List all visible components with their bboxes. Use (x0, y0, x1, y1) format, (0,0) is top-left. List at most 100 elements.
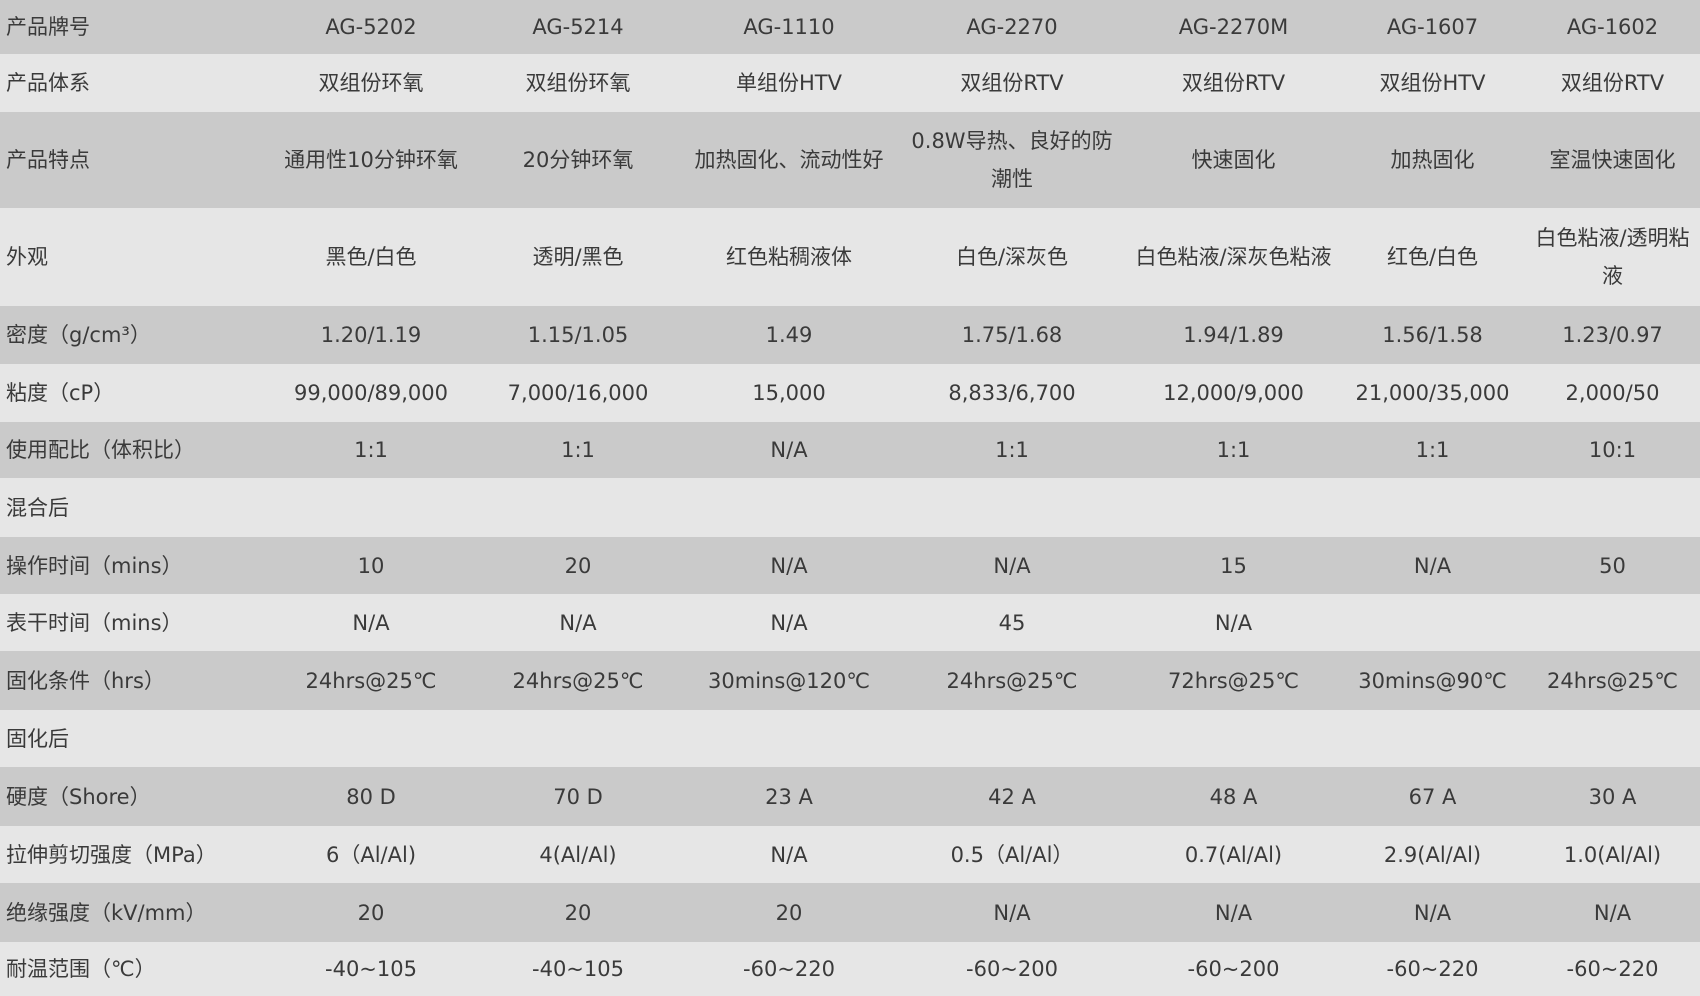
table-cell (897, 710, 1127, 767)
table-cell: 双组份RTV (1560, 71, 1665, 95)
table-cell: N/A (993, 900, 1031, 925)
table-cell (267, 478, 475, 537)
table-cell: 24hrs@25℃ (305, 668, 437, 693)
row-label: 外观 (6, 245, 48, 269)
table-cell: 加热固化、流动性好 (694, 148, 884, 172)
table-cell: 20 (357, 900, 385, 925)
table-cell: 24hrs@25℃ (1547, 668, 1678, 693)
table-cell: N/A (1214, 610, 1253, 635)
table-cell (681, 710, 897, 767)
table-cell: AG-2270 (966, 15, 1058, 39)
table-cell: N/A (559, 610, 597, 635)
table-row: 外观 黑色/白色 透明/黑色 红色粘稠液体 白色/深灰色 白色粘液/深灰色粘液 红色/白色 白… (0, 208, 1700, 306)
table-cell: 透明/黑色 (532, 245, 624, 269)
table-cell: 99,000/89,000 (293, 381, 449, 405)
table-cell: 10:1 (1588, 438, 1637, 462)
table-cell (1340, 710, 1525, 767)
table-cell: N/A (770, 438, 808, 462)
table-cell: 24hrs@25℃ (512, 668, 644, 693)
table-cell: N/A (770, 842, 808, 867)
table-cell: 8,833/6,700 (948, 381, 1076, 405)
table-cell: 20 (564, 900, 592, 925)
row-label: 使用配比（体积比） (6, 438, 195, 462)
table-row: 操作时间（mins） 10 20 N/A N/A 15 N/A 50 (0, 537, 1700, 594)
table-cell: N/A (352, 610, 390, 635)
table-cell: 4(Al/Al) (539, 842, 617, 867)
table-row: 产品体系 双组份环氧 双组份环氧 单组份HTV 双组份RTV 双组份RTV 双组份HTV 双组… (0, 54, 1700, 112)
table-cell: 6（Al/Al) (325, 842, 417, 867)
table-cell: 23 A (765, 784, 813, 809)
row-label: 混合后 (6, 495, 69, 520)
table-cell: AG-1607 (1386, 15, 1479, 39)
row-label: 产品体系 (6, 71, 90, 95)
table-cell: 快速固化 (1191, 148, 1276, 172)
table-row: 密度（g/cm³） 1.20/1.19 1.15/1.05 1.49 1.75/1.68… (0, 306, 1700, 364)
table-cell: 15 (1220, 553, 1247, 578)
table-cell: 20分钟环氧 (522, 148, 634, 172)
table-cell: 1.23/0.97 (1562, 323, 1663, 347)
table-cell (1340, 478, 1525, 537)
table-cell: 10 (357, 553, 385, 578)
table-cell (475, 710, 681, 767)
table-row: 绝缘强度（kV/mm） 20 20 20 N/A N/A N/A N/A (0, 883, 1700, 942)
table-cell: 30mins@120℃ (708, 668, 870, 693)
table-row: 固化条件（hrs） 24hrs@25℃ 24hrs@25℃ 30mins@120℃ 24… (0, 651, 1700, 710)
table-cell: 42 A (988, 784, 1036, 809)
table-cell: N/A (1214, 900, 1253, 925)
table-cell: 双组份环氧 (525, 71, 631, 95)
table-cell: 15,000 (752, 381, 826, 405)
row-label: 表干时间（mins） (6, 610, 183, 635)
table-cell: 80 D (346, 784, 396, 809)
table-cell: -60~200 (1187, 957, 1280, 981)
table-cell: AG-2270M (1178, 15, 1289, 39)
table-cell: 1.49 (765, 323, 813, 347)
row-label: 产品牌号 (6, 15, 90, 39)
table-cell: 单组份HTV (736, 71, 842, 95)
table-cell: 24hrs@25℃ (946, 668, 1078, 693)
table-cell: 红色/白色 (1386, 245, 1479, 269)
table-cell: 21,000/35,000 (1355, 381, 1510, 405)
table-cell: 72hrs@25℃ (1168, 668, 1299, 693)
table-cell: AG-5214 (532, 15, 624, 39)
row-label: 操作时间（mins） (6, 553, 183, 578)
table-cell: -60~220 (1386, 957, 1479, 981)
table-cell: 白色/深灰色 (955, 245, 1069, 269)
table-cell: 通用性10分钟环氧 (284, 148, 458, 172)
row-label: 粘度（cP） (6, 381, 115, 405)
table-cell: 双组份RTV (1181, 71, 1286, 95)
table-cell: 室温快速固化 (1549, 148, 1676, 172)
table-row: 拉伸剪切强度（MPa） 6（Al/Al) 4(Al/Al) N/A 0.5（Al/Al）… (0, 826, 1700, 883)
table-cell: 加热固化 (1390, 148, 1475, 172)
table-cell: 70 D (553, 784, 603, 809)
table-cell: 20 (775, 900, 803, 925)
table-cell: N/A (993, 553, 1031, 578)
table-cell: N/A (770, 553, 808, 578)
table-cell: -60~220 (1566, 957, 1659, 981)
table-cell: 12,000/9,000 (1163, 381, 1304, 405)
table-cell: AG-1602 (1566, 15, 1659, 39)
table-cell: N/A (1413, 553, 1452, 578)
table-row: 粘度（cP） 99,000/89,000 7,000/16,000 15,000 8,8… (0, 364, 1700, 422)
row-label: 密度（g/cm³） (6, 323, 151, 347)
table-cell: -60~200 (966, 957, 1058, 981)
table-cell (1127, 478, 1340, 537)
table-cell: N/A (770, 610, 808, 635)
table-cell: 黑色/白色 (325, 245, 417, 269)
table-cell: 1.56/1.58 (1382, 323, 1483, 347)
table-cell: 双组份环氧 (318, 71, 424, 95)
table-cell: 50 (1599, 553, 1626, 578)
table-cell: 2,000/50 (1565, 381, 1660, 405)
row-label: 绝缘强度（kV/mm） (6, 900, 207, 925)
row-label: 耐温范围（℃） (6, 957, 156, 981)
table-cell: 1.94/1.89 (1183, 323, 1284, 347)
table-cell: 67 A (1408, 784, 1457, 809)
table-cell: 白色粘液/深灰色粘液 (1135, 245, 1332, 269)
table-row: 产品特点 通用性10分钟环氧 20分钟环氧 加热固化、流动性好 0.8W导热、良好的防潮… (0, 112, 1700, 208)
table-cell (1525, 594, 1700, 651)
table-cell: AG-5202 (325, 15, 417, 39)
table-cell: 双组份HTV (1379, 71, 1486, 95)
table-cell (1525, 478, 1700, 537)
table-cell: 1.75/1.68 (961, 323, 1063, 347)
table-row: 固化后 (0, 710, 1700, 767)
